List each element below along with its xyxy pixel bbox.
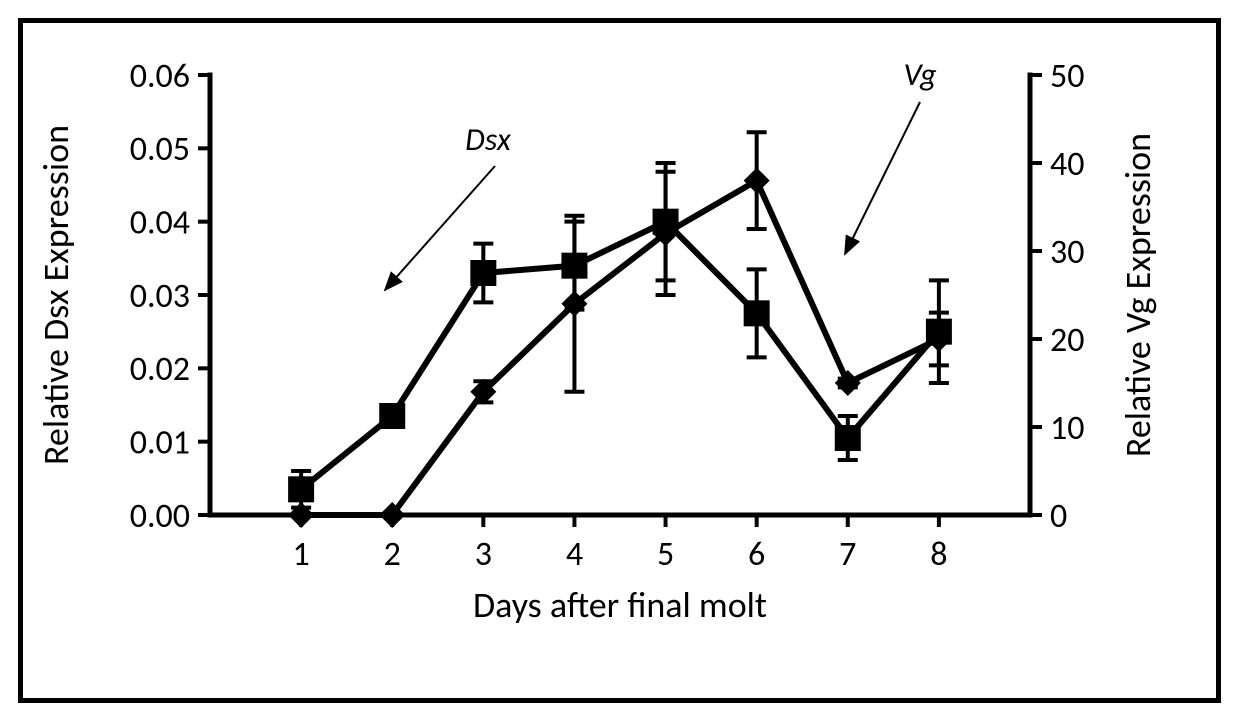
x-tick-label: 7 <box>839 534 856 575</box>
figure-container: 1 2 3 4 5 6 7 8 0.00 0.01 0.02 0.03 0.04 0.05 0.06 0 10 2… <box>0 0 1239 721</box>
marker-square <box>744 300 770 326</box>
right-y-tick-label: 20 <box>1050 320 1084 361</box>
right-y-tick-label: 50 <box>1050 56 1084 97</box>
marker-diamond <box>744 168 770 194</box>
right-y-tick-label: 0 <box>1050 496 1067 537</box>
series-label-vg: Vg <box>903 55 937 94</box>
left-y-tick-label: 0.00 <box>130 496 190 537</box>
x-tick-label: 5 <box>657 534 674 575</box>
right-y-tick-label: 10 <box>1050 408 1084 449</box>
marker-square <box>470 260 496 286</box>
right-y-tick-label: 40 <box>1050 144 1084 185</box>
dual-axis-line-chart: 1 2 3 4 5 6 7 8 0.00 0.01 0.02 0.03 0.04 0.05 0.06 0 10 2… <box>0 0 1239 721</box>
x-tick-label: 3 <box>475 534 492 575</box>
marker-square <box>835 425 861 451</box>
right-y-axis-title: Relative Vg Expression <box>1116 133 1160 457</box>
x-tick-label: 4 <box>566 534 583 575</box>
x-tick-label: 6 <box>748 534 765 575</box>
right-y-tick-label: 30 <box>1050 232 1084 273</box>
left-y-axis-title: Relative Dsx Expression <box>34 125 78 465</box>
left-y-tick-label: 0.02 <box>130 349 190 390</box>
marker-square <box>288 476 314 502</box>
series-label-dsx: Dsx <box>465 120 512 159</box>
left-y-tick-label: 0.06 <box>130 56 190 97</box>
left-y-tick-label: 0.03 <box>130 276 190 317</box>
x-tick-label: 1 <box>292 534 309 575</box>
x-tick-label: 8 <box>930 534 947 575</box>
series-arrow-vg <box>845 102 920 254</box>
left-y-tick-label: 0.04 <box>130 203 190 244</box>
series-line-vg <box>301 181 939 515</box>
x-tick-label: 2 <box>384 534 401 575</box>
left-y-tick-label: 0.05 <box>130 129 190 170</box>
marker-diamond <box>835 370 861 396</box>
marker-square <box>379 403 405 429</box>
x-axis-title: Days after final molt <box>473 583 767 627</box>
left-y-tick-label: 0.01 <box>130 423 190 464</box>
